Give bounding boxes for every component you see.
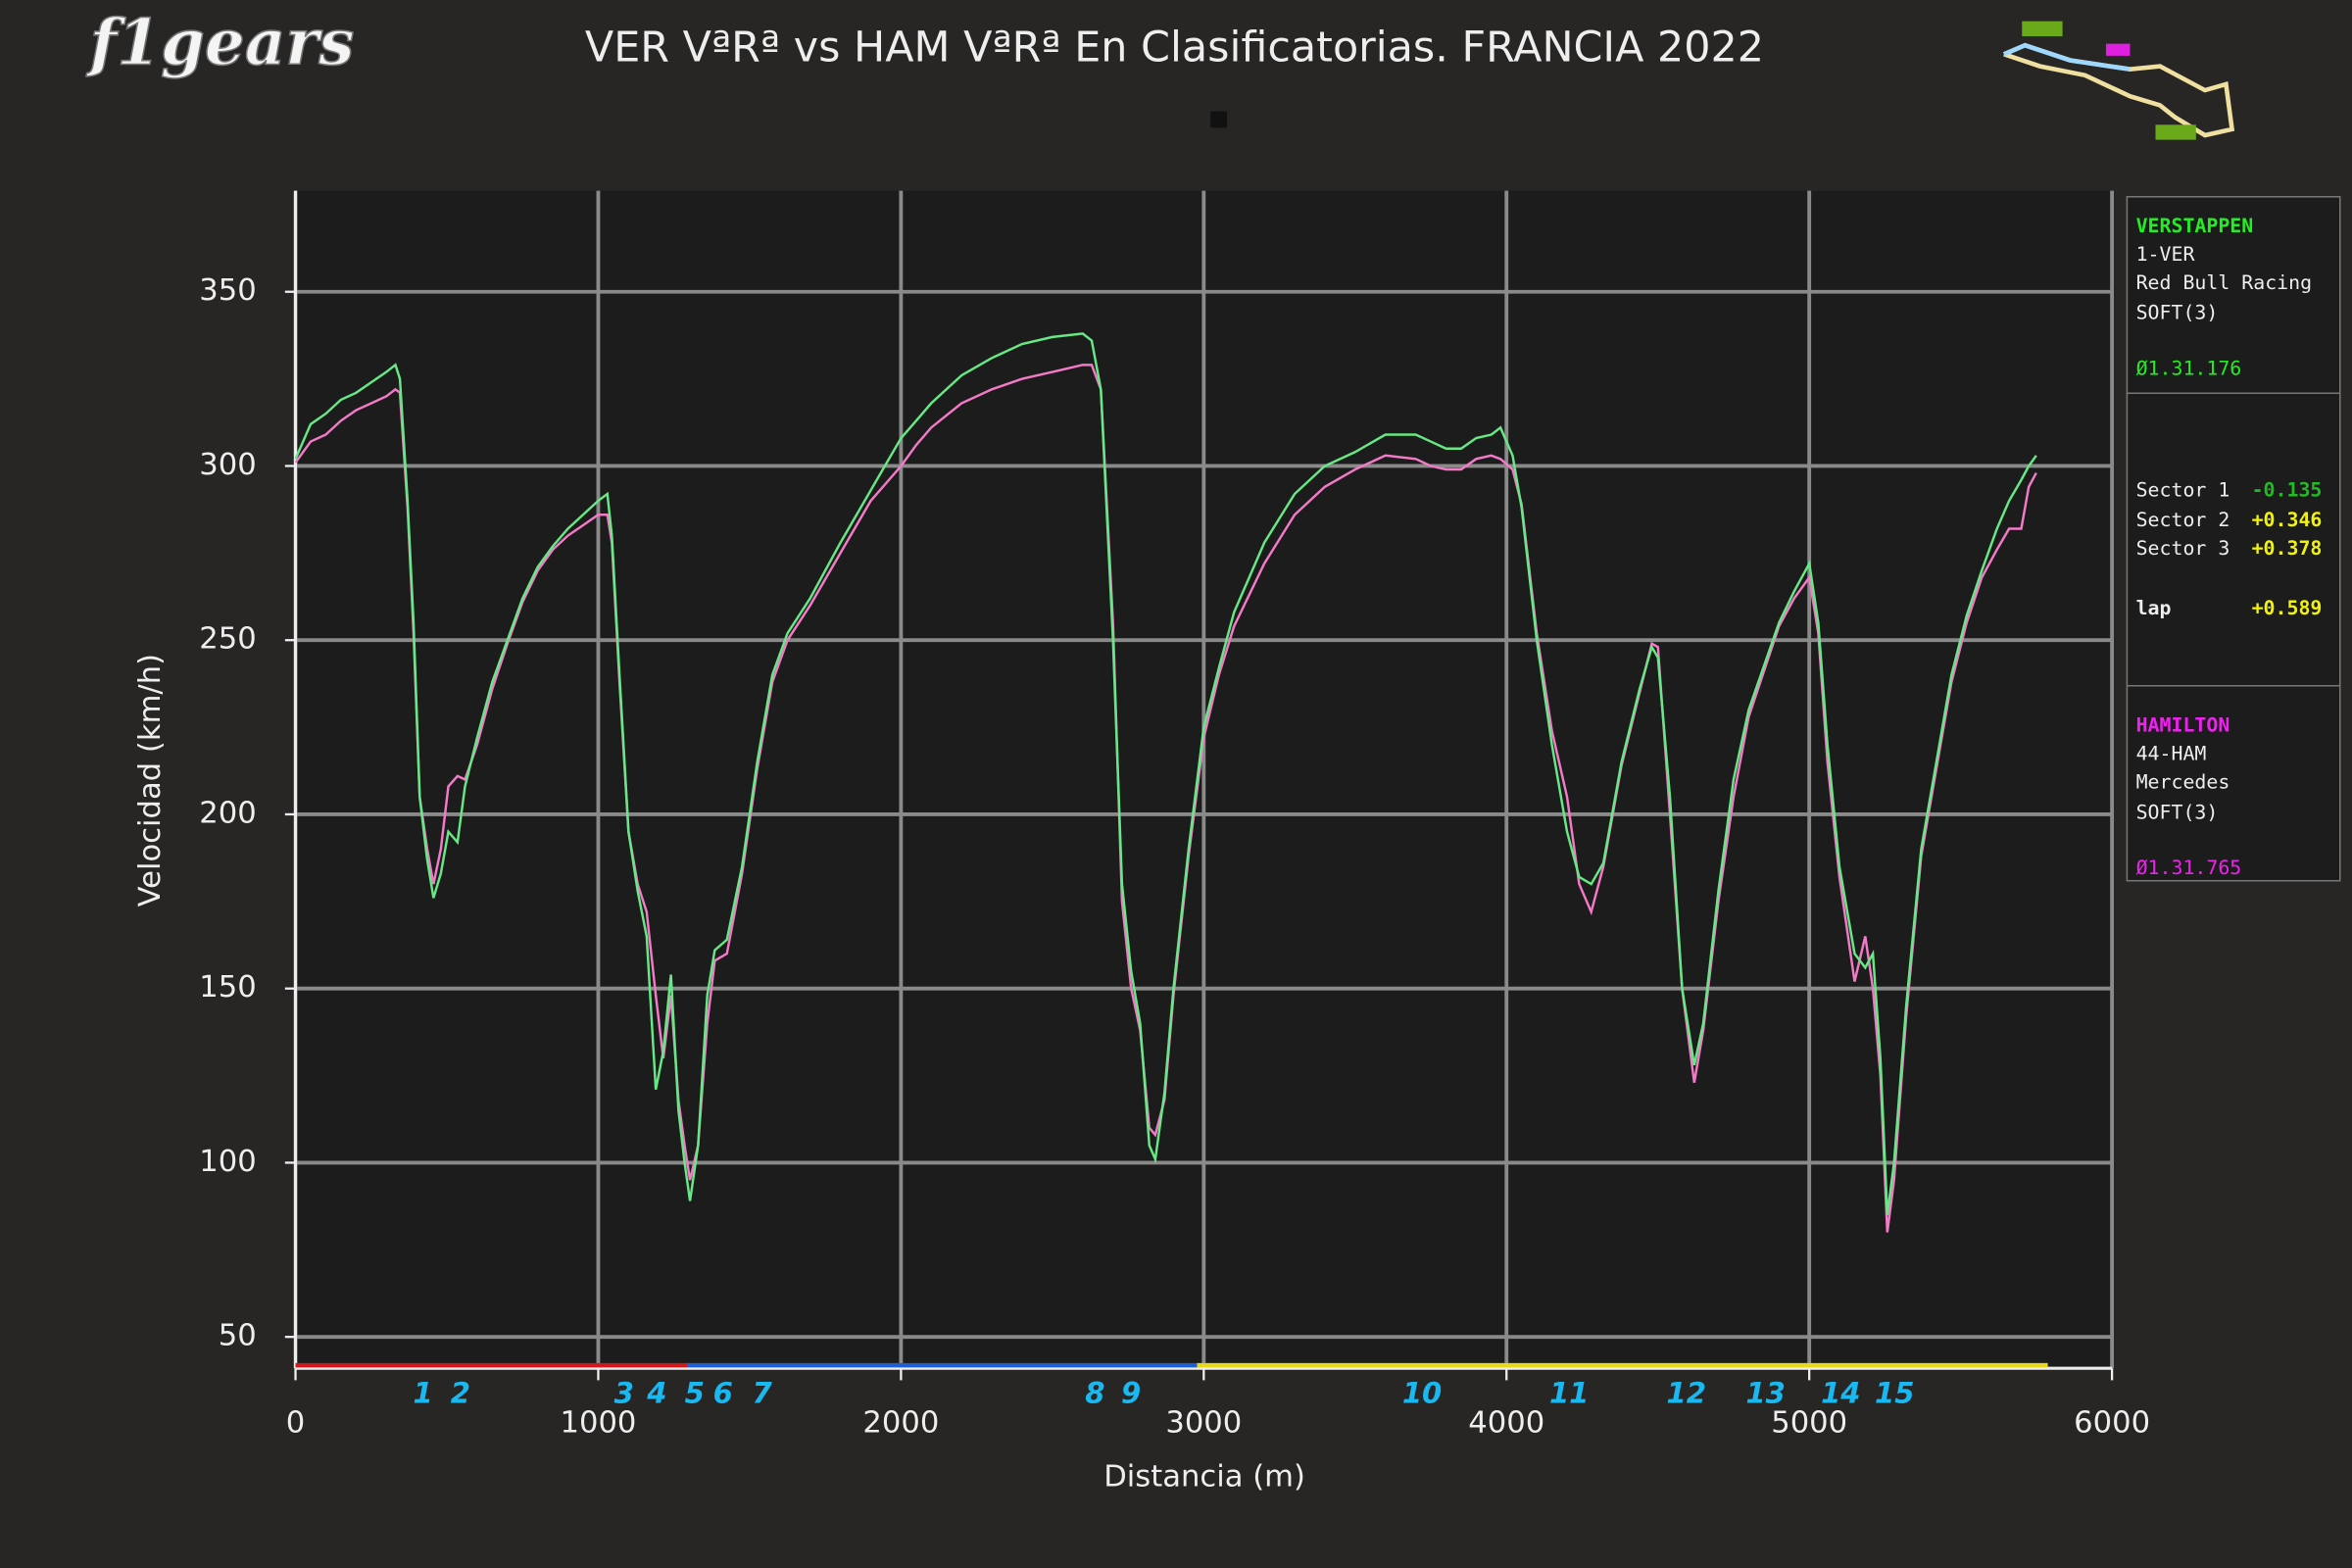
driver-name: HAMILTON bbox=[2136, 714, 2230, 737]
delta-label: Sector 3 bbox=[2136, 537, 2230, 560]
driver-team: Red Bull Racing bbox=[2136, 271, 2313, 294]
driver-code: 1-VER bbox=[2136, 243, 2195, 266]
driver-time: Ø1.31.176 bbox=[2136, 357, 2242, 379]
driver-code: 44-HAM bbox=[2136, 743, 2207, 765]
y-axis-label: Velocidad (km/h) bbox=[133, 654, 168, 906]
y-tick-label: 350 bbox=[199, 273, 256, 308]
info-panel: VERSTAPPEN 1-VER Red Bull Racing SOFT(3)… bbox=[2126, 195, 2341, 882]
legend-marker bbox=[1210, 111, 1228, 128]
driver-name: VERSTAPPEN bbox=[2136, 215, 2254, 237]
x-tick-label: 0 bbox=[286, 1405, 305, 1440]
corner-label: 14 bbox=[1821, 1377, 1860, 1410]
delta-value: +0.589 bbox=[2252, 597, 2323, 619]
logo: f1gears bbox=[86, 7, 355, 80]
driver-tyre: SOFT(3) bbox=[2136, 801, 2219, 823]
x-tick-label: 4000 bbox=[1468, 1405, 1544, 1440]
delta-label: Sector 2 bbox=[2136, 509, 2230, 531]
panel-box bbox=[2126, 195, 2341, 882]
series-line bbox=[294, 364, 2037, 1233]
y-tick-label: 100 bbox=[199, 1145, 256, 1179]
delta-value: +0.378 bbox=[2252, 537, 2323, 560]
corner-label: 4 bbox=[646, 1377, 666, 1410]
y-tick-label: 150 bbox=[199, 970, 256, 1004]
y-tick-label: 300 bbox=[199, 448, 256, 482]
x-tick-label: 1000 bbox=[561, 1405, 637, 1440]
driver-tyre: SOFT(3) bbox=[2136, 302, 2219, 324]
track-map bbox=[2002, 21, 2235, 140]
corner-label: 3 bbox=[614, 1377, 634, 1410]
corner-label: 13 bbox=[1745, 1377, 1785, 1410]
corner-label: 1 bbox=[413, 1377, 432, 1410]
corner-label: 8 bbox=[1085, 1377, 1104, 1410]
delta-value: -0.135 bbox=[2252, 478, 2323, 501]
driver-team: Mercedes bbox=[2136, 771, 2230, 794]
x-tick-label: 3000 bbox=[1165, 1405, 1242, 1440]
y-tick-label: 200 bbox=[199, 796, 256, 830]
chart-title: VER VªRª vs HAM VªRª En Clasificatorias.… bbox=[585, 23, 1764, 72]
y-tick-label: 250 bbox=[199, 622, 256, 657]
x-tick-label: 6000 bbox=[2074, 1405, 2150, 1440]
corner-label: 15 bbox=[1875, 1377, 1914, 1410]
corner-label: 12 bbox=[1667, 1377, 1706, 1410]
driver-time: Ø1.31.765 bbox=[2136, 857, 2242, 879]
corner-label: 5 bbox=[685, 1377, 705, 1410]
x-tick-label: 2000 bbox=[862, 1405, 939, 1440]
y-tick-label: 50 bbox=[219, 1319, 257, 1353]
x-axis-label: Distancia (m) bbox=[1103, 1459, 1305, 1494]
delta-label: Sector 1 bbox=[2136, 478, 2230, 501]
corner-label: 6 bbox=[713, 1377, 733, 1410]
corner-label: 2 bbox=[451, 1377, 470, 1410]
corner-label: 7 bbox=[752, 1377, 772, 1410]
series-line bbox=[294, 332, 2037, 1215]
x-tick-label: 5000 bbox=[1771, 1405, 1847, 1440]
corner-label: 9 bbox=[1121, 1377, 1141, 1410]
delta-label: lap bbox=[2136, 597, 2172, 619]
delta-value: +0.346 bbox=[2252, 509, 2323, 531]
corner-label: 10 bbox=[1402, 1377, 1442, 1410]
corner-label: 11 bbox=[1549, 1377, 1589, 1410]
